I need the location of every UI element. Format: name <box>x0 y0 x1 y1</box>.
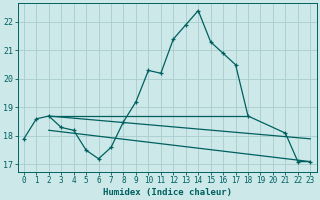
X-axis label: Humidex (Indice chaleur): Humidex (Indice chaleur) <box>103 188 232 197</box>
